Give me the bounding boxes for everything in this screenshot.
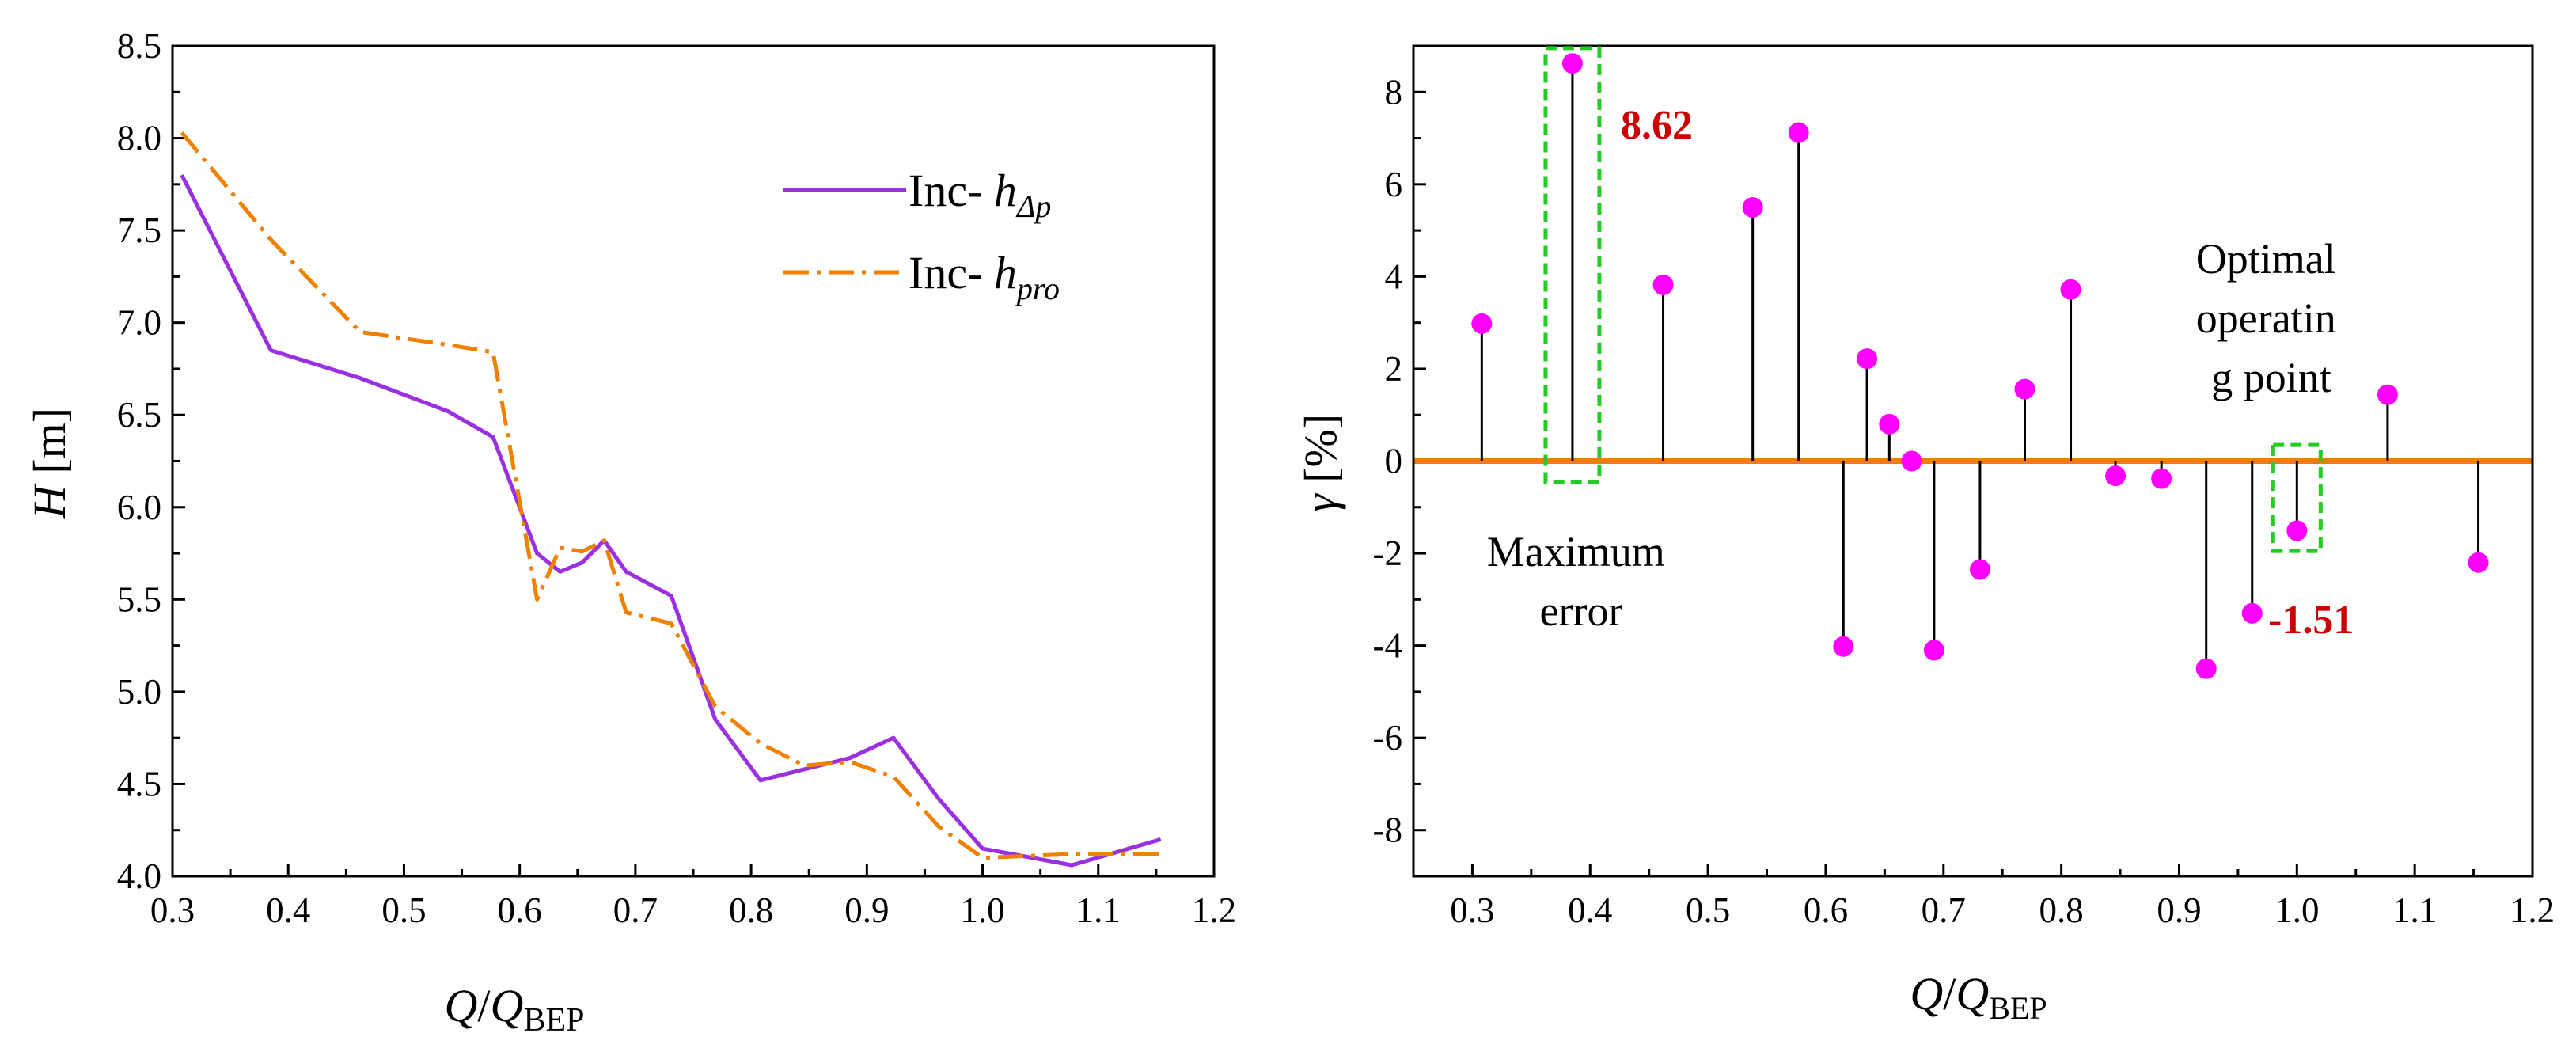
head-chart-lines [180, 131, 1162, 868]
stem-marker [2014, 378, 2035, 400]
y-tick-label: 4.0 [117, 856, 161, 896]
y-tick-label: 4.5 [117, 764, 161, 803]
x-tick-label: 0.6 [498, 890, 542, 930]
x-tick-label: 0.8 [2039, 890, 2084, 930]
x-tick-label: 0.7 [1922, 890, 1966, 930]
y-tick-label: 4 [1385, 256, 1403, 296]
stem-marker [2060, 279, 2081, 300]
x-tick-label: 0.8 [729, 890, 773, 930]
x-tick-label: 0.3 [150, 890, 195, 930]
error-chart-y-tick-labels: 8 6 4 2 0 -2 -4 -6 -8 [1373, 72, 1403, 849]
optimal-point-label: Optimal operatin g point [2196, 235, 2346, 401]
stem-marker [1879, 413, 1900, 435]
head-chart-x-tick-labels: 0.3 0.4 0.5 0.6 0.7 0.8 0.9 1.0 1.1 1.2 [150, 890, 1236, 930]
x-tick-label: 1.0 [960, 890, 1004, 930]
stem-marker [1923, 640, 1944, 661]
y-tick-label: 0 [1385, 442, 1403, 481]
y-tick-label: 2 [1385, 349, 1403, 389]
stem-marker [1742, 196, 1763, 218]
max-error-highlight-box [1543, 46, 1602, 484]
stem-marker [2195, 658, 2217, 679]
max-error-label: Maximum error [1487, 528, 1676, 635]
y-tick-label: -2 [1373, 533, 1403, 573]
y-tick-label: 8 [1385, 72, 1403, 112]
y-tick-label: 6.0 [117, 488, 161, 527]
x-tick-label: 1.0 [2274, 890, 2319, 930]
head-chart: 0.3 0.4 0.5 0.6 0.7 0.8 0.9 1.0 1.1 1.2 4.0 4.5 5.0… [24, 26, 1236, 1039]
x-tick-label: 1.1 [1076, 890, 1121, 930]
x-tick-label: 1.1 [2392, 890, 2437, 930]
y-tick-label: 8.0 [117, 119, 161, 158]
stem-marker [2151, 468, 2172, 489]
y-tick-label: 7.0 [117, 303, 161, 343]
x-tick-label: 0.7 [613, 890, 658, 930]
error-chart-stems [1471, 53, 2489, 679]
y-tick-label: 5.5 [117, 579, 161, 619]
error-chart-x-tick-labels: 0.3 0.4 0.5 0.6 0.7 0.8 0.9 1.0 1.1 1.2 [1450, 890, 2555, 930]
head-chart-legend: Inc- hΔp Inc- hpro [783, 165, 1060, 306]
y-tick-label: -8 [1373, 811, 1403, 850]
head-chart-x-axis-label: Q/QBEP [445, 980, 585, 1039]
x-tick-label: 0.9 [844, 890, 889, 930]
legend-label-h-pro: Inc- hpro [909, 247, 1060, 306]
stem-marker [2105, 465, 2126, 487]
stem-marker [1901, 450, 1922, 472]
head-chart-y-tick-labels: 4.0 4.5 5.0 5.5 6.0 6.5 7.0 7.5 8.0 8.5 [117, 26, 161, 896]
max-error-value: 8.62 [1621, 103, 1693, 148]
stem-marker [1652, 274, 1674, 295]
head-chart-plot-frame [171, 44, 1216, 878]
x-tick-label: 0.9 [2157, 890, 2201, 930]
y-tick-label: 8.5 [117, 26, 161, 66]
stem-marker [1833, 636, 1854, 657]
series-line-h-pro [180, 131, 1161, 860]
error-chart-x-axis-label: Q/QBEP [1910, 968, 2047, 1026]
error-chart-plot-frame [1412, 44, 2534, 878]
stem-marker [2241, 602, 2263, 624]
y-tick-label: 6 [1385, 165, 1403, 204]
x-tick-label: 0.6 [1804, 890, 1848, 930]
optimal-point-highlight-box [2271, 442, 2323, 553]
stem-marker [1857, 348, 1878, 370]
x-tick-label: 0.5 [381, 890, 426, 930]
x-tick-label: 0.4 [1568, 890, 1612, 930]
x-tick-label: 1.2 [2510, 890, 2555, 930]
y-tick-label: 6.5 [117, 395, 161, 435]
stem-marker [1969, 559, 1990, 580]
stem-marker [1561, 53, 1583, 74]
y-tick-label: -6 [1373, 718, 1403, 758]
x-tick-label: 1.2 [1192, 890, 1236, 930]
x-tick-label: 0.4 [266, 890, 310, 930]
stem-marker [2468, 552, 2489, 573]
error-chart-y-axis-label: γ [%] [1295, 414, 1346, 512]
x-tick-label: 0.3 [1450, 890, 1494, 930]
legend-label-h-dp: Inc- hΔp [909, 165, 1051, 224]
y-tick-label: 7.5 [117, 211, 161, 250]
x-tick-label: 0.5 [1686, 890, 1730, 930]
series-line-h-dp [180, 174, 1162, 868]
head-chart-ticks [171, 44, 1216, 878]
optimal-point-value: -1.51 [2268, 598, 2354, 643]
y-tick-label: 5.0 [117, 672, 161, 712]
stem-marker [1788, 122, 1809, 143]
stem-marker [2286, 520, 2308, 541]
head-chart-y-axis-label: H [m] [24, 408, 75, 519]
error-chart: 0.3 0.4 0.5 0.6 0.7 0.8 0.9 1.0 1.1 1.2 8 6 4 2 0 -2 -4… [1295, 44, 2555, 1026]
y-tick-label: -4 [1373, 626, 1403, 666]
stem-marker [2377, 384, 2398, 405]
stem-marker [1471, 313, 1493, 334]
